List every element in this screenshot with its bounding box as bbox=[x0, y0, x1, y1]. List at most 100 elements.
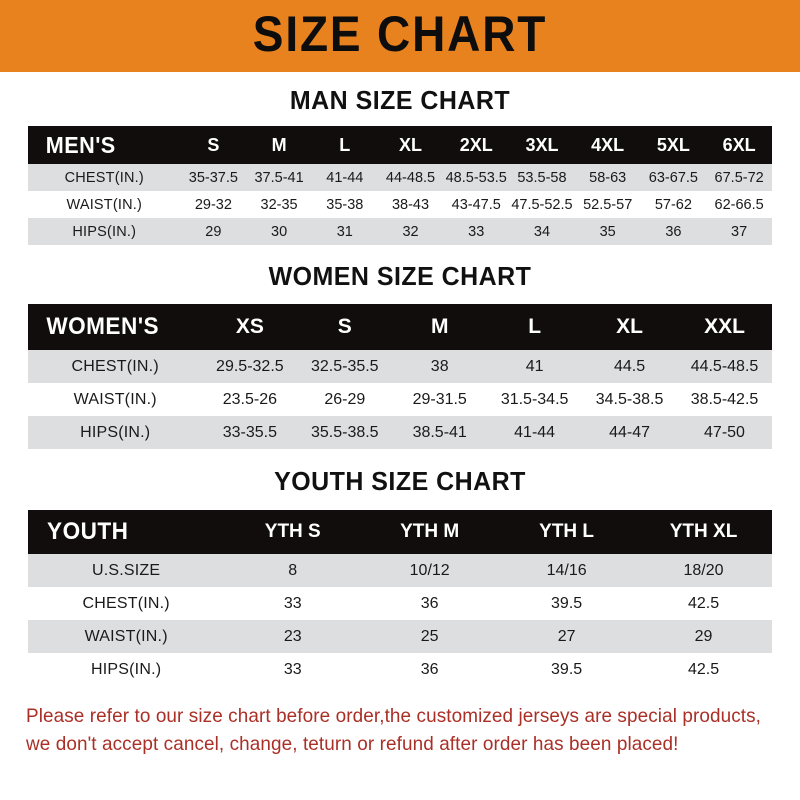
table-row: HIPS(IN.) 29 30 31 32 33 34 35 36 37 bbox=[28, 218, 772, 245]
youth-measure-label: CHEST(IN.) bbox=[82, 594, 170, 612]
men-measure-value: 63-67.5 bbox=[648, 169, 698, 186]
men-measure-value: 62-66.5 bbox=[714, 196, 764, 213]
youth-header-row: YOUTH YTH S YTH M YTH L YTH XL bbox=[28, 510, 772, 554]
youth-measure-value: 23 bbox=[283, 627, 302, 645]
women-corner-label: WOMEN'S bbox=[46, 313, 160, 340]
women-section-title: WOMEN SIZE CHART bbox=[268, 261, 532, 291]
women-measure-label: CHEST(IN.) bbox=[71, 357, 159, 375]
table-row: CHEST(IN.) 35-37.5 37.5-41 41-44 44-48.5 48.5… bbox=[28, 164, 772, 191]
youth-measure-value: 33 bbox=[283, 594, 302, 612]
men-header-row: MEN'S S M L XL 2XL 3XL 4XL 5XL 6XL bbox=[28, 126, 772, 164]
men-measure-value: 32 bbox=[402, 223, 419, 240]
youth-measure-label: U.S.SIZE bbox=[92, 561, 161, 579]
table-row: CHEST(IN.) 29.5-32.5 32.5-35.5 38 41 44.5 44.5… bbox=[28, 350, 772, 383]
men-corner-label: MEN'S bbox=[45, 131, 116, 158]
women-measure-label: WAIST(IN.) bbox=[73, 390, 157, 408]
men-size-header: 4XL bbox=[591, 134, 625, 155]
youth-measure-label: WAIST(IN.) bbox=[84, 627, 168, 645]
youth-size-table: YOUTH YTH S YTH M YTH L YTH XL U.S.SIZE 8 10/1… bbox=[28, 510, 772, 686]
women-table-head: WOMEN'S XS S M L XL XXL bbox=[28, 304, 772, 350]
men-measure-value: 35 bbox=[599, 223, 616, 240]
men-table-body: CHEST(IN.) 35-37.5 37.5-41 41-44 44-48.5 48.5… bbox=[28, 164, 772, 245]
page-banner: SIZE CHART bbox=[0, 0, 800, 72]
size-chart-page: SIZE CHART MAN SIZE CHART MEN'S S M L XL 2XL 3… bbox=[0, 0, 800, 759]
disclaimer-footer: Please refer to our size chart before or… bbox=[0, 686, 800, 759]
men-size-header: 2XL bbox=[459, 134, 493, 155]
men-measure-value: 44-48.5 bbox=[385, 169, 436, 186]
men-measure-value: 53.5-58 bbox=[517, 169, 567, 186]
women-measure-value: 35.5-38.5 bbox=[310, 423, 379, 441]
youth-table-head: YOUTH YTH S YTH M YTH L YTH XL bbox=[28, 510, 772, 554]
men-measure-value: 32-35 bbox=[260, 196, 298, 213]
men-size-header: XL bbox=[399, 134, 423, 155]
men-size-header: 3XL bbox=[525, 134, 559, 155]
men-size-header: 5XL bbox=[656, 134, 690, 155]
women-size-header: XL bbox=[616, 315, 643, 338]
youth-section-title: YOUTH SIZE CHART bbox=[274, 466, 526, 496]
youth-measure-value: 39.5 bbox=[551, 660, 583, 678]
women-measure-value: 41 bbox=[525, 357, 544, 375]
women-measure-value: 44.5-48.5 bbox=[690, 357, 759, 375]
women-measure-value: 26-29 bbox=[324, 390, 366, 408]
men-measure-value: 38-43 bbox=[391, 196, 430, 213]
table-row: HIPS(IN.) 33 36 39.5 42.5 bbox=[28, 653, 772, 686]
youth-measure-value: 36 bbox=[420, 660, 439, 678]
men-measure-label: CHEST(IN.) bbox=[64, 169, 144, 186]
women-measure-value: 47-50 bbox=[704, 423, 745, 441]
youth-measure-value: 18/20 bbox=[683, 561, 724, 579]
men-measure-value: 43-47.5 bbox=[451, 196, 501, 213]
men-measure-value: 31 bbox=[336, 223, 353, 240]
women-measure-value: 29.5-32.5 bbox=[216, 357, 284, 375]
men-measure-value: 35-37.5 bbox=[188, 169, 238, 186]
table-row: U.S.SIZE 8 10/12 14/16 18/20 bbox=[28, 554, 772, 587]
youth-measure-value: 39.5 bbox=[551, 594, 583, 612]
men-size-section: MAN SIZE CHART MEN'S S M L XL 2XL 3XL 4XL 5XL 6XL… bbox=[0, 72, 800, 245]
youth-size-section: YOUTH SIZE CHART YOUTH YTH S YTH M YTH L YTH… bbox=[0, 449, 800, 686]
youth-measure-value: 42.5 bbox=[687, 594, 720, 612]
youth-size-header: YTH L bbox=[539, 521, 595, 542]
men-measure-value: 57-62 bbox=[654, 196, 692, 213]
youth-measure-value: 25 bbox=[420, 627, 439, 645]
men-measure-value: 58-63 bbox=[589, 169, 627, 186]
women-measure-value: 29-31.5 bbox=[412, 390, 467, 408]
men-measure-value: 48.5-53.5 bbox=[445, 169, 507, 186]
women-size-table: WOMEN'S XS S M L XL XXL CHEST(IN.) 29.5-32.5 32.… bbox=[28, 304, 772, 449]
youth-table-body: U.S.SIZE 8 10/12 14/16 18/20 CHEST(IN.) 33 36 39… bbox=[28, 554, 772, 686]
women-measure-value: 38 bbox=[430, 357, 449, 375]
disclaimer-line-1: Please refer to our size chart before or… bbox=[26, 705, 762, 727]
women-size-header: XS bbox=[235, 315, 264, 338]
women-size-header: M bbox=[430, 315, 449, 338]
men-measure-value: 67.5-72 bbox=[714, 169, 764, 186]
women-measure-value: 31.5-34.5 bbox=[500, 390, 569, 408]
youth-measure-value: 27 bbox=[557, 627, 576, 645]
table-row: WAIST(IN.) 29-32 32-35 35-38 38-43 43-47.5 47.… bbox=[28, 191, 772, 218]
table-row: WAIST(IN.) 23 25 27 29 bbox=[28, 620, 772, 653]
youth-measure-value: 42.5 bbox=[687, 660, 720, 678]
youth-measure-label: HIPS(IN.) bbox=[91, 660, 162, 678]
women-measure-value: 34.5-38.5 bbox=[595, 390, 664, 408]
youth-measure-value: 33 bbox=[283, 660, 302, 678]
youth-measure-value: 10/12 bbox=[409, 561, 450, 579]
men-size-header: S bbox=[207, 134, 220, 155]
men-measure-value: 30 bbox=[271, 223, 288, 240]
youth-size-header: YTH XL bbox=[669, 521, 738, 542]
youth-size-header: YTH M bbox=[400, 521, 460, 542]
men-measure-value: 35-38 bbox=[326, 196, 364, 213]
men-measure-value: 34 bbox=[533, 223, 551, 240]
youth-size-header: YTH S bbox=[264, 521, 321, 542]
men-size-header: 6XL bbox=[722, 134, 756, 155]
men-measure-value: 47.5-52.5 bbox=[511, 196, 573, 213]
women-measure-label: HIPS(IN.) bbox=[80, 423, 151, 441]
women-measure-value: 23.5-26 bbox=[222, 390, 277, 408]
women-header-row: WOMEN'S XS S M L XL XXL bbox=[28, 304, 772, 350]
men-measure-value: 52.5-57 bbox=[583, 196, 633, 213]
men-measure-value: 29-32 bbox=[194, 196, 232, 213]
men-measure-label: HIPS(IN.) bbox=[72, 223, 137, 240]
women-measure-value: 44-47 bbox=[609, 423, 650, 441]
youth-measure-value: 36 bbox=[420, 594, 439, 612]
men-measure-value: 37.5-41 bbox=[254, 169, 304, 186]
women-measure-value: 38.5-42.5 bbox=[690, 390, 759, 408]
men-section-title: MAN SIZE CHART bbox=[289, 85, 511, 115]
men-measure-value: 29 bbox=[205, 223, 222, 240]
table-row: CHEST(IN.) 33 36 39.5 42.5 bbox=[28, 587, 772, 620]
